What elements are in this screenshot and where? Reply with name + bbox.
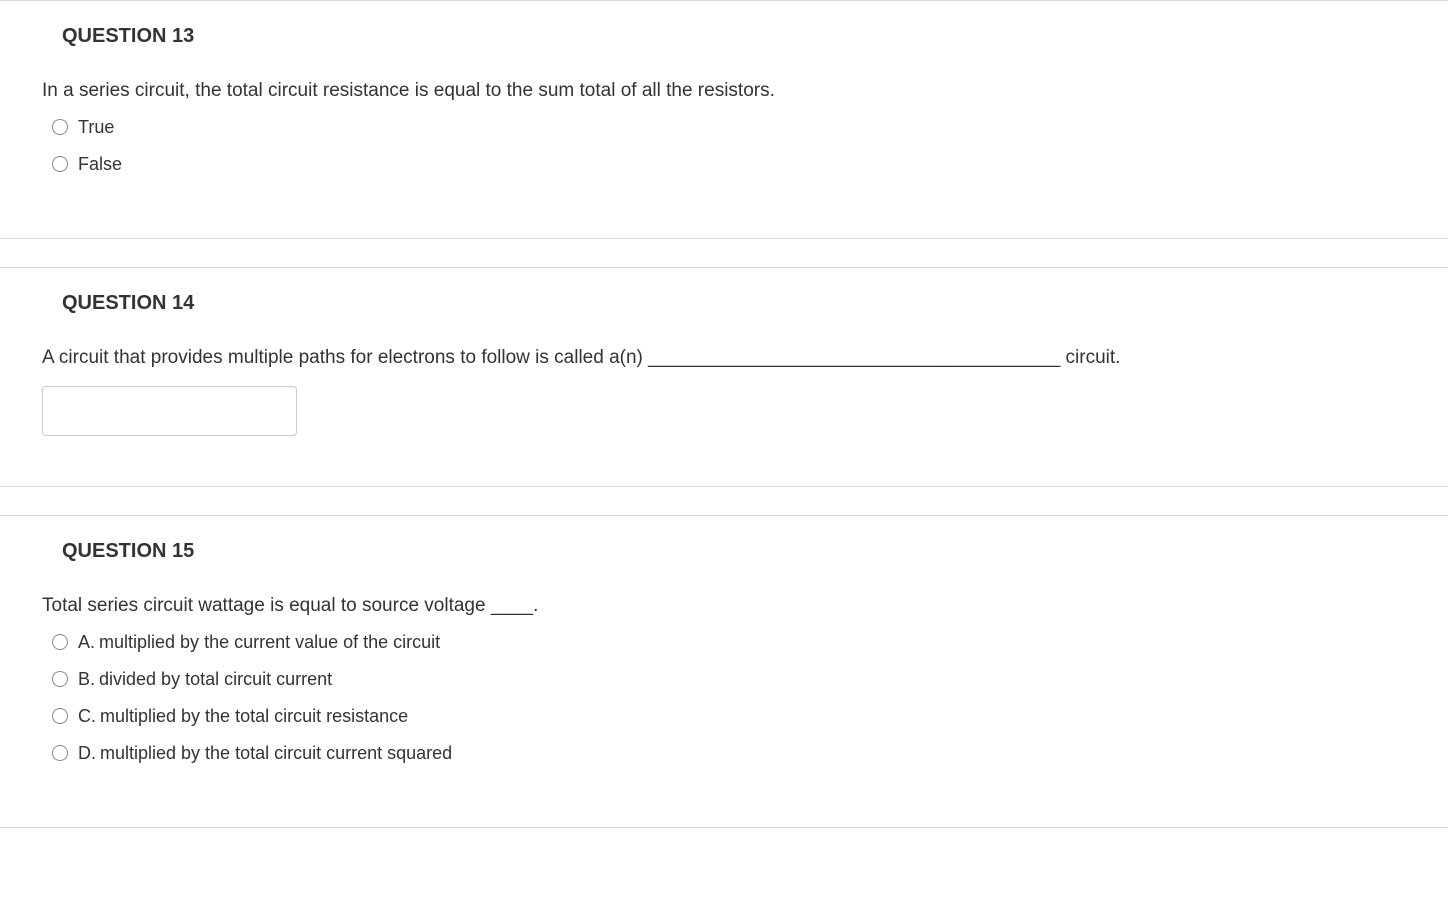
radio-icon[interactable] [52,634,68,650]
option-row-c[interactable]: C. multiplied by the total circuit resis… [0,703,1448,730]
question-block-15: QUESTION 15 Total series circuit wattage… [0,515,1448,828]
question-block-13: QUESTION 13 In a series circuit, the tot… [0,0,1448,239]
answer-input[interactable] [42,386,297,436]
radio-icon[interactable] [52,671,68,687]
question-text: Total series circuit wattage is equal to… [0,592,1448,621]
option-row-true[interactable]: True [0,114,1448,141]
radio-icon[interactable] [52,119,68,135]
option-prefix: C. [78,703,96,730]
option-row-false[interactable]: False [0,151,1448,178]
option-label: multiplied by the total circuit current … [100,740,452,767]
option-label: multiplied by the total circuit resistan… [100,703,408,730]
option-prefix: B. [78,666,95,693]
option-label: False [78,151,122,178]
option-label: multiplied by the current value of the c… [99,629,440,656]
radio-icon[interactable] [52,156,68,172]
option-prefix: D. [78,740,96,767]
option-prefix: A. [78,629,95,656]
question-block-14: QUESTION 14 A circuit that provides mult… [0,267,1448,488]
question-text: In a series circuit, the total circuit r… [0,77,1448,106]
radio-icon[interactable] [52,708,68,724]
question-text: A circuit that provides multiple paths f… [0,344,1448,373]
question-header: QUESTION 13 [0,21,1448,51]
radio-icon[interactable] [52,745,68,761]
question-header: QUESTION 14 [0,288,1448,318]
option-label: divided by total circuit current [99,666,332,693]
option-row-d[interactable]: D. multiplied by the total circuit curre… [0,740,1448,767]
option-label: True [78,114,114,141]
option-row-a[interactable]: A. multiplied by the current value of th… [0,629,1448,656]
question-header: QUESTION 15 [0,536,1448,566]
option-row-b[interactable]: B. divided by total circuit current [0,666,1448,693]
